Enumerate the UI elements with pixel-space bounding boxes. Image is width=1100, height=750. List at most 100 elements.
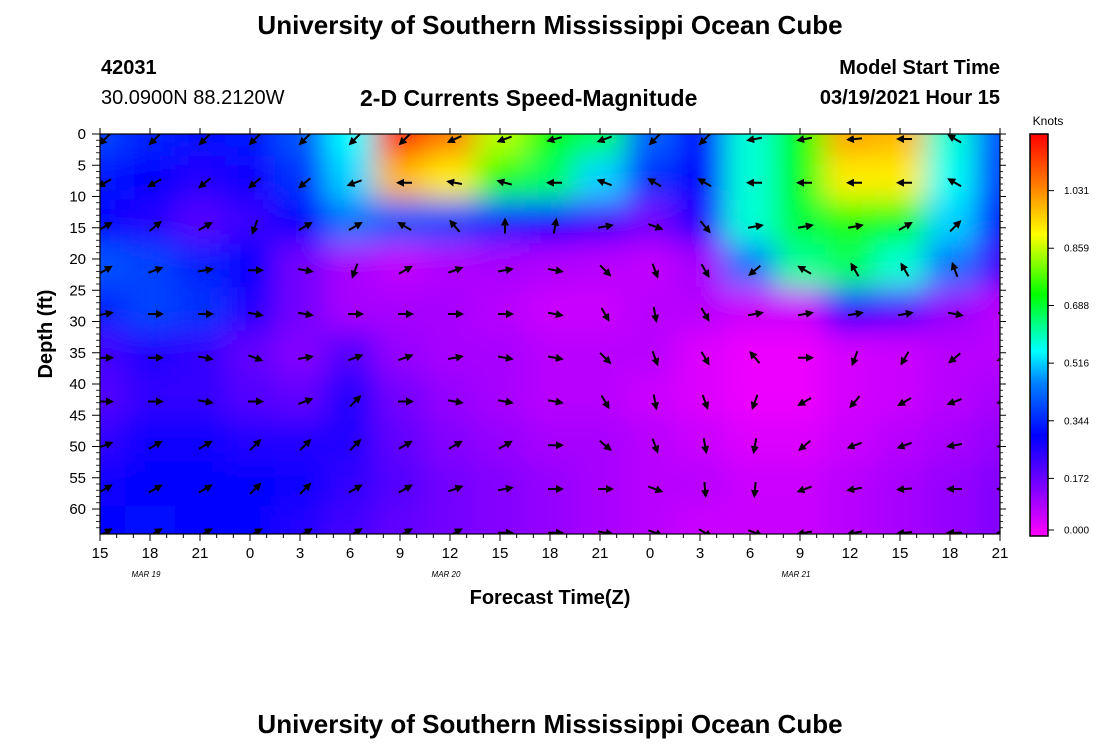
heatmap-cell — [925, 462, 976, 507]
heatmap-cell — [525, 243, 576, 289]
current-vector — [348, 221, 363, 231]
heatmap-cell — [275, 330, 326, 376]
x-tick-label: 12 — [442, 545, 459, 562]
heatmap-cell — [825, 374, 876, 420]
current-vector — [398, 440, 413, 450]
heatmap-cell — [375, 199, 426, 245]
heatmap-cell — [100, 287, 126, 332]
heatmap-cell — [325, 374, 376, 420]
heatmap-cell — [275, 287, 326, 332]
current-vector — [847, 309, 864, 318]
current-vector — [900, 351, 910, 366]
heatmap-cell — [275, 155, 326, 201]
heatmap-cell — [975, 330, 1000, 376]
heatmap-cell — [525, 199, 576, 245]
heatmap-cell — [325, 462, 376, 507]
heatmap-cell — [525, 462, 576, 507]
heatmap-cell — [875, 462, 926, 507]
heatmap-cell — [975, 287, 1000, 332]
y-tick-label: 25 — [69, 282, 86, 299]
x-axis-label: Forecast Time(Z) — [470, 587, 631, 609]
current-vector — [647, 178, 662, 188]
current-vector — [598, 439, 612, 452]
heatmap-cell — [175, 243, 226, 289]
heatmap-cell — [925, 330, 976, 376]
current-vector — [998, 134, 1000, 142]
heatmap-cell — [375, 287, 426, 332]
current-vector — [148, 484, 163, 494]
current-vector — [297, 266, 314, 275]
heatmap-cell — [475, 462, 526, 507]
current-vector — [100, 441, 114, 449]
heatmap-cell — [725, 418, 776, 464]
current-vector — [698, 528, 713, 534]
heatmap-cell — [925, 374, 976, 420]
current-vector — [198, 222, 213, 231]
heatmap-cell — [675, 155, 726, 201]
heatmap-cell — [225, 287, 276, 332]
heatmap-cell — [975, 134, 1000, 157]
current-vector — [398, 484, 413, 494]
current-vector — [846, 485, 863, 494]
heatmap-cell — [175, 418, 226, 464]
current-vector — [198, 134, 211, 146]
current-vector — [349, 395, 362, 408]
current-vector — [1004, 263, 1006, 277]
footer-title: University of Southern Mississippi Ocean… — [257, 709, 843, 739]
current-vector — [599, 352, 612, 365]
current-vector — [846, 135, 863, 144]
colorbar-tick-label: 0.172 — [1064, 474, 1089, 485]
heatmap-cell — [225, 330, 276, 376]
heatmap-cell — [125, 199, 176, 245]
current-vector — [596, 178, 612, 187]
heatmap-cell — [475, 134, 526, 157]
current-vector — [447, 353, 464, 362]
current-vector — [346, 179, 362, 187]
y-tick-label: 10 — [69, 189, 86, 206]
heatmap-cell — [525, 374, 576, 420]
current-vector — [897, 397, 912, 406]
heatmap-cell — [475, 418, 526, 464]
heatmap-cell — [525, 418, 576, 464]
heatmap-cell — [325, 330, 376, 376]
current-vector — [100, 222, 113, 231]
current-vector — [150, 528, 163, 534]
current-vector — [547, 266, 564, 275]
heatmap-cell — [375, 418, 426, 464]
current-vector — [447, 397, 464, 406]
current-vector — [796, 485, 812, 494]
current-vector — [200, 528, 213, 534]
y-tick-label: 45 — [69, 407, 86, 424]
plot-title: 2-D Currents Speed-Magnitude — [360, 85, 698, 111]
current-vector — [350, 528, 363, 534]
heatmap-cell — [425, 134, 476, 157]
current-vector — [701, 481, 710, 498]
heatmap-cell — [625, 505, 676, 534]
heatmap-cell — [775, 330, 826, 376]
heatmap-cell — [775, 199, 826, 245]
current-vector — [100, 178, 112, 188]
x-tick-label: 0 — [246, 545, 254, 562]
heatmap-cell — [375, 374, 426, 420]
heatmap-cell — [725, 199, 776, 245]
heatmap-cell — [425, 505, 476, 534]
x-tick-label: 9 — [396, 545, 404, 562]
heatmap-cell — [475, 287, 526, 332]
heatmap-cell — [325, 418, 376, 464]
heatmap-cell — [775, 155, 826, 201]
current-vector — [496, 135, 512, 144]
heatmap-cell — [475, 243, 526, 289]
heatmap-cell — [975, 462, 1000, 507]
x-tick-label: 18 — [942, 545, 959, 562]
y-tick-label: 0 — [78, 126, 86, 143]
axes: 15 18 21 0 3 6 9 12 15 18 21 0 3 6 9 12 15 18 21 MAR 19 MAR … — [69, 126, 1008, 579]
heatmap-cell — [975, 243, 1000, 289]
heatmap-cell — [725, 243, 776, 289]
heatmap-cell — [975, 199, 1000, 245]
heatmap-cell — [725, 287, 776, 332]
current-vector — [651, 394, 660, 411]
heatmap-cell — [925, 155, 976, 201]
current-vector — [750, 481, 759, 498]
heatmap-cell — [975, 374, 1000, 420]
current-vector — [148, 134, 161, 146]
